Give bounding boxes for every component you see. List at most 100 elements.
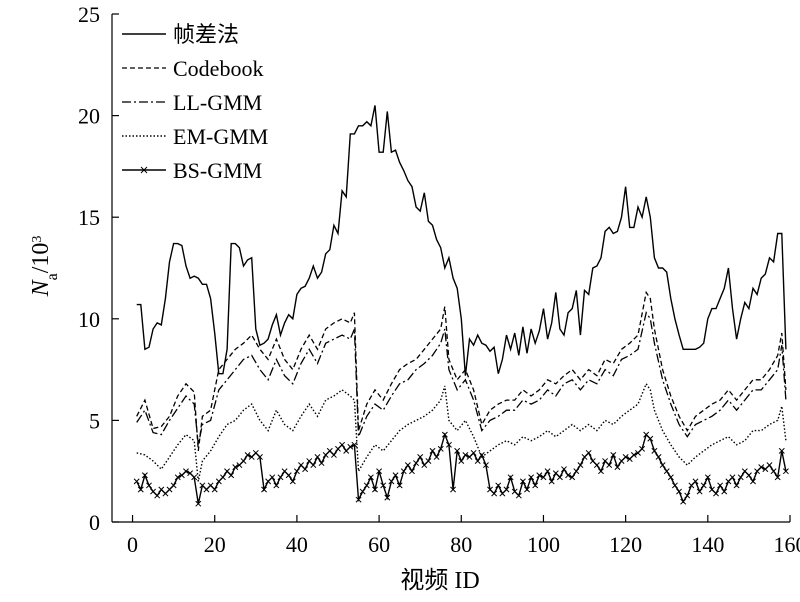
legend-label-2: Codebook (173, 56, 263, 81)
series-marker (680, 498, 687, 505)
series-marker (400, 468, 407, 475)
series-marker (536, 472, 543, 479)
series-marker (441, 431, 448, 438)
series-marker (524, 486, 530, 493)
series-marker (269, 474, 276, 481)
series-marker (289, 478, 296, 485)
y-tick-label: 20 (78, 104, 100, 129)
series-marker (372, 486, 378, 493)
series-marker (585, 449, 592, 456)
series-marker (503, 486, 510, 493)
series-marker (778, 447, 785, 454)
series-marker (133, 478, 140, 485)
series-marker (462, 451, 469, 458)
series-marker (540, 474, 547, 481)
series-marker (659, 462, 666, 469)
series-marker (651, 447, 658, 454)
series-marker (388, 478, 395, 485)
y-tick-label: 15 (78, 205, 100, 230)
series-marker (655, 454, 662, 460)
series-marker (219, 474, 226, 481)
series-marker (384, 494, 391, 501)
series-marker (684, 492, 691, 499)
series-marker (569, 474, 576, 481)
series-marker (413, 460, 420, 467)
series-marker (154, 492, 161, 499)
series-marker (474, 458, 481, 464)
series-marker (170, 482, 177, 489)
series-marker (774, 474, 781, 481)
series-marker (285, 472, 292, 479)
series-marker (622, 454, 629, 460)
series-marker (367, 474, 374, 481)
series-marker (700, 482, 707, 489)
series-marker (445, 441, 452, 448)
series-marker (183, 468, 189, 475)
series-marker (146, 482, 152, 489)
series-marker (141, 472, 148, 479)
series-marker (437, 445, 444, 452)
series-marker (355, 496, 362, 503)
series-marker (647, 435, 654, 442)
series-marker (671, 482, 678, 489)
series-marker (376, 468, 383, 475)
series-marker (676, 488, 683, 495)
series-marker (330, 451, 337, 458)
series-marker (495, 482, 502, 489)
series-marker (347, 443, 354, 450)
series-marker (713, 490, 719, 497)
series-marker (544, 468, 551, 475)
series-marker (310, 462, 317, 469)
series-marker (606, 462, 613, 469)
series-marker (750, 478, 756, 485)
series-line-4 (136, 382, 787, 482)
series-marker (359, 488, 366, 495)
x-tick-label: 80 (450, 532, 472, 557)
x-axis-label: 视频 ID (400, 567, 479, 594)
legend-marker (140, 166, 148, 174)
series-marker (528, 474, 535, 481)
series-marker (717, 482, 724, 489)
series-marker (667, 474, 674, 481)
series-marker (482, 462, 489, 469)
series-line-2 (136, 290, 787, 451)
series-marker (692, 478, 699, 485)
y-axis-label: Na/103 (28, 236, 61, 298)
series-marker (404, 462, 411, 469)
plot-area (133, 105, 789, 507)
legend-label-1: 帧差法 (173, 22, 239, 47)
series-marker (211, 486, 218, 493)
y-axis-label-sub: a (44, 273, 61, 280)
series-marker (770, 468, 777, 475)
series-marker (429, 447, 436, 454)
series-marker (593, 462, 600, 469)
legend-label-4: EM-GMM (173, 124, 268, 149)
series-marker (425, 458, 432, 464)
series-marker (256, 454, 263, 460)
series-marker (195, 500, 202, 507)
series-marker (273, 482, 280, 489)
series-marker (380, 482, 387, 489)
series-marker (277, 474, 284, 481)
series-marker (745, 472, 752, 479)
x-tick-label: 40 (286, 532, 308, 557)
series-marker (663, 468, 670, 475)
y-tick-label: 10 (78, 307, 100, 332)
legend-label-5: BS-GMM (173, 158, 262, 183)
series-marker (614, 464, 621, 471)
series-marker (470, 449, 477, 456)
series-marker (630, 451, 637, 458)
x-tick-label: 20 (204, 532, 226, 557)
series-marker (704, 474, 711, 481)
series-marker (639, 445, 646, 452)
series-marker (191, 474, 198, 481)
series-marker (351, 441, 358, 448)
series-marker (363, 482, 370, 489)
series-marker (417, 454, 424, 460)
series-marker (519, 478, 526, 485)
legend-label-3: LL-GMM (173, 90, 262, 115)
series-marker (758, 464, 765, 471)
series-marker (174, 474, 181, 481)
series-marker (721, 488, 728, 495)
